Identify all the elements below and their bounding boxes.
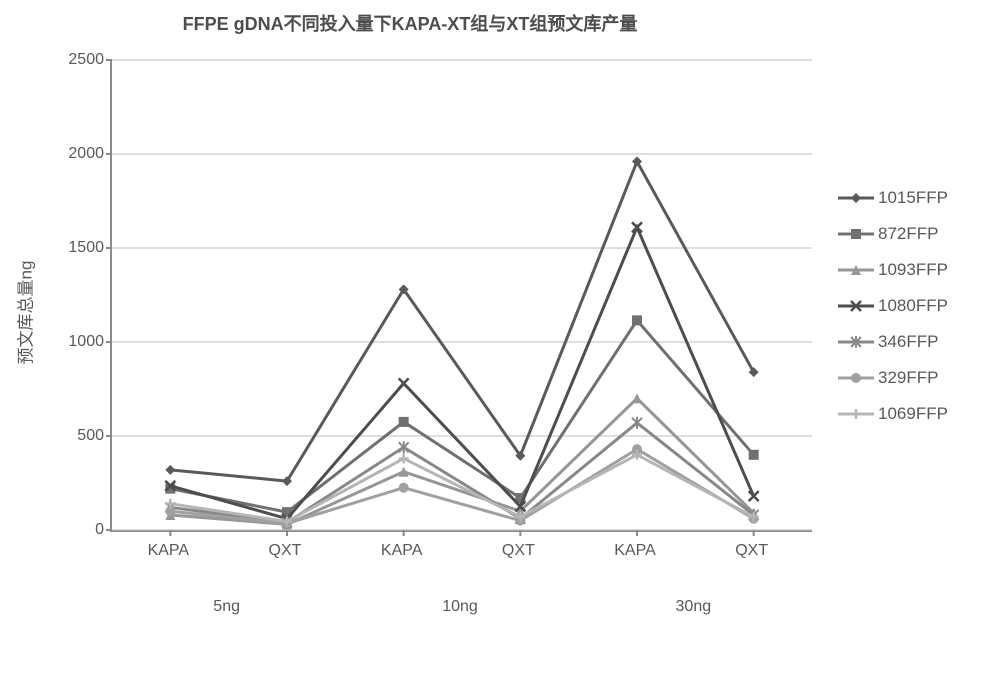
- x-tick-label: KAPA: [148, 542, 190, 560]
- y-tick-label: 2000: [44, 145, 104, 163]
- legend-item: 1093FFP: [838, 252, 948, 288]
- y-tick-label: 500: [44, 427, 104, 445]
- legend-item: 1069FFP: [838, 396, 948, 432]
- plot-svg: [112, 60, 812, 530]
- legend-swatch: [838, 222, 874, 246]
- x-tick-label: KAPA: [381, 542, 423, 560]
- legend-label: 1080FFP: [878, 296, 948, 316]
- x-group-label: 5ng: [213, 598, 240, 616]
- y-tick-label: 0: [44, 521, 104, 539]
- y-tick-label: 1500: [44, 239, 104, 257]
- y-axis-label: 预文库总量ng: [12, 261, 37, 365]
- legend-label: 1093FFP: [878, 260, 948, 280]
- y-tick-label: 2500: [44, 51, 104, 69]
- legend-label: 872FFP: [878, 224, 938, 244]
- legend-swatch: [838, 366, 874, 390]
- legend-item: 1080FFP: [838, 288, 948, 324]
- chart-container: FFPE gDNA不同投入量下KAPA-XT组与XT组预文库产量 预文库总量ng…: [0, 0, 1000, 675]
- legend-label: 346FFP: [878, 332, 938, 352]
- series-line: [170, 162, 753, 482]
- legend-item: 346FFP: [838, 324, 948, 360]
- x-tick-label: QXT: [735, 542, 768, 560]
- legend-swatch: [838, 330, 874, 354]
- legend-label: 1015FFP: [878, 188, 948, 208]
- legend-swatch: [838, 402, 874, 426]
- legend-swatch: [838, 294, 874, 318]
- y-tick-label: 1000: [44, 333, 104, 351]
- x-tick-label: QXT: [269, 542, 302, 560]
- x-tick-label: KAPA: [614, 542, 656, 560]
- chart-title: FFPE gDNA不同投入量下KAPA-XT组与XT组预文库产量: [0, 10, 820, 36]
- legend-item: 329FFP: [838, 360, 948, 396]
- legend-label: 1069FFP: [878, 404, 948, 424]
- legend-swatch: [838, 258, 874, 282]
- x-tick-label: QXT: [502, 542, 535, 560]
- x-group-label: 10ng: [442, 598, 478, 616]
- legend-item: 1015FFP: [838, 180, 948, 216]
- legend-swatch: [838, 186, 874, 210]
- legend-label: 329FFP: [878, 368, 938, 388]
- x-group-label: 30ng: [676, 598, 712, 616]
- legend-item: 872FFP: [838, 216, 948, 252]
- legend: 1015FFP 872FFP 1093FFP 1080FFP 346FFP 329FFP 1…: [838, 180, 948, 432]
- plot-area: [110, 60, 812, 532]
